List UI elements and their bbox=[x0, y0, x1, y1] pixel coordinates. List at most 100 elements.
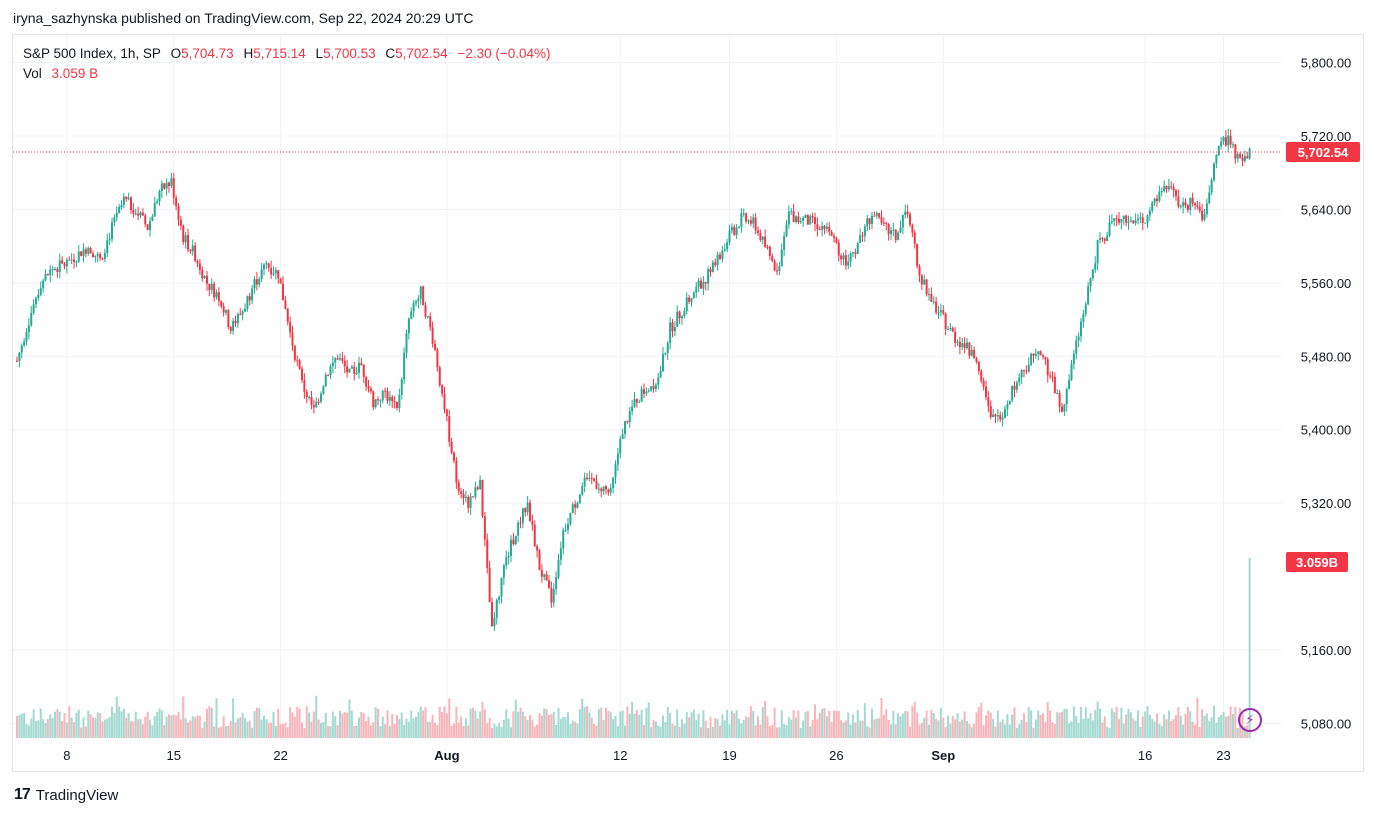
candle-body bbox=[814, 217, 816, 225]
volume-bar bbox=[985, 715, 987, 738]
volume-bar bbox=[685, 711, 688, 738]
candle-body bbox=[134, 213, 137, 215]
volume-bar bbox=[1213, 705, 1215, 738]
candle-body bbox=[1220, 141, 1223, 147]
price-tick-label: 5,080.00 bbox=[1301, 716, 1352, 731]
candle-body bbox=[396, 401, 398, 409]
volume-bar bbox=[1210, 717, 1213, 738]
volume-bar bbox=[958, 721, 961, 738]
candle-body bbox=[303, 380, 306, 392]
candle-body bbox=[890, 230, 892, 235]
volume-bar bbox=[301, 722, 303, 738]
volume-bar bbox=[733, 713, 736, 738]
volume-bar bbox=[44, 723, 47, 738]
volume-bar bbox=[1139, 726, 1142, 738]
volume-bar bbox=[662, 715, 664, 738]
candle-body bbox=[802, 217, 805, 222]
candle-body bbox=[125, 196, 128, 200]
volume-bar bbox=[89, 714, 92, 738]
volume-bar bbox=[175, 715, 178, 738]
volume-bar bbox=[624, 725, 626, 738]
price-tick-label: 5,560.00 bbox=[1301, 276, 1352, 291]
candle-body bbox=[1101, 238, 1104, 240]
volume-bar bbox=[949, 723, 952, 738]
footer-brand[interactable]: 17 TradingView bbox=[14, 786, 118, 804]
time-tick-label: 22 bbox=[273, 748, 287, 763]
candle-body bbox=[631, 406, 634, 412]
volume-bar bbox=[1234, 707, 1237, 738]
volume-bar bbox=[1217, 717, 1220, 738]
candle-body bbox=[1151, 202, 1154, 211]
candle-body bbox=[1094, 263, 1097, 270]
candle-body bbox=[861, 235, 864, 237]
volume-bar bbox=[1075, 716, 1078, 738]
volume-bar bbox=[1056, 712, 1059, 738]
volume-bar bbox=[992, 719, 995, 738]
volume-bar bbox=[82, 717, 85, 738]
lightning-icon[interactable]: ⚡ bbox=[1238, 708, 1262, 732]
volume-bar bbox=[723, 720, 726, 738]
volume-bar bbox=[552, 711, 555, 738]
candle-body bbox=[923, 279, 926, 285]
candle-body bbox=[854, 252, 857, 254]
candle-body bbox=[1051, 376, 1054, 378]
open-value: 5,704.73 bbox=[181, 46, 234, 61]
candle-body bbox=[77, 251, 80, 262]
candle-body bbox=[878, 213, 881, 218]
candle-body bbox=[868, 218, 871, 224]
candle-body bbox=[386, 391, 389, 401]
volume-bar bbox=[431, 714, 434, 738]
volume-bar bbox=[970, 727, 973, 738]
candle-body bbox=[453, 452, 455, 461]
volume-bar bbox=[134, 711, 137, 738]
candle-body bbox=[362, 365, 365, 378]
volume-bar bbox=[666, 706, 669, 738]
candle-body bbox=[267, 263, 270, 268]
volume-bar bbox=[757, 716, 759, 738]
candle-body bbox=[474, 487, 477, 497]
candle-body bbox=[170, 178, 173, 187]
candle-body bbox=[856, 243, 859, 254]
volume-bar bbox=[464, 718, 467, 738]
candle-body bbox=[795, 216, 797, 223]
volume-bar bbox=[1077, 722, 1080, 738]
candle-body bbox=[106, 240, 109, 254]
volume-bar bbox=[1020, 720, 1023, 738]
volume-bar bbox=[583, 706, 586, 738]
price-tick-label: 5,480.00 bbox=[1301, 349, 1352, 364]
volume-bar bbox=[1184, 713, 1187, 738]
candle-body bbox=[597, 488, 600, 490]
candle-body bbox=[488, 567, 491, 603]
candle-body bbox=[360, 362, 363, 366]
candle-body bbox=[324, 374, 327, 387]
volume-bar bbox=[894, 724, 897, 738]
volume-bar bbox=[538, 713, 541, 738]
volume-bar bbox=[1051, 722, 1054, 738]
candle-body bbox=[704, 281, 707, 284]
candle-body bbox=[1163, 185, 1166, 192]
volume-bar bbox=[1205, 713, 1208, 738]
candle-body bbox=[1227, 135, 1230, 146]
candle-body bbox=[1061, 406, 1063, 412]
candle-body bbox=[1004, 409, 1006, 418]
candle-body bbox=[519, 522, 522, 524]
candle-body bbox=[619, 438, 622, 454]
candles bbox=[16, 128, 1251, 631]
candle-body bbox=[429, 316, 432, 328]
candle-body bbox=[749, 220, 752, 224]
candle-body bbox=[559, 548, 562, 560]
candle-body bbox=[1013, 386, 1016, 390]
candle-body bbox=[1030, 353, 1033, 365]
candle-body bbox=[334, 358, 337, 363]
candle-body bbox=[1077, 336, 1080, 341]
candle-body bbox=[298, 360, 301, 369]
volume-bar bbox=[201, 727, 204, 738]
volume-bar bbox=[633, 713, 636, 738]
candle-body bbox=[697, 280, 700, 287]
candle-body bbox=[1075, 340, 1078, 354]
volume-bar bbox=[825, 716, 828, 738]
volume-bar bbox=[1232, 714, 1234, 738]
candle-body bbox=[96, 254, 99, 256]
candle-body bbox=[688, 297, 691, 302]
